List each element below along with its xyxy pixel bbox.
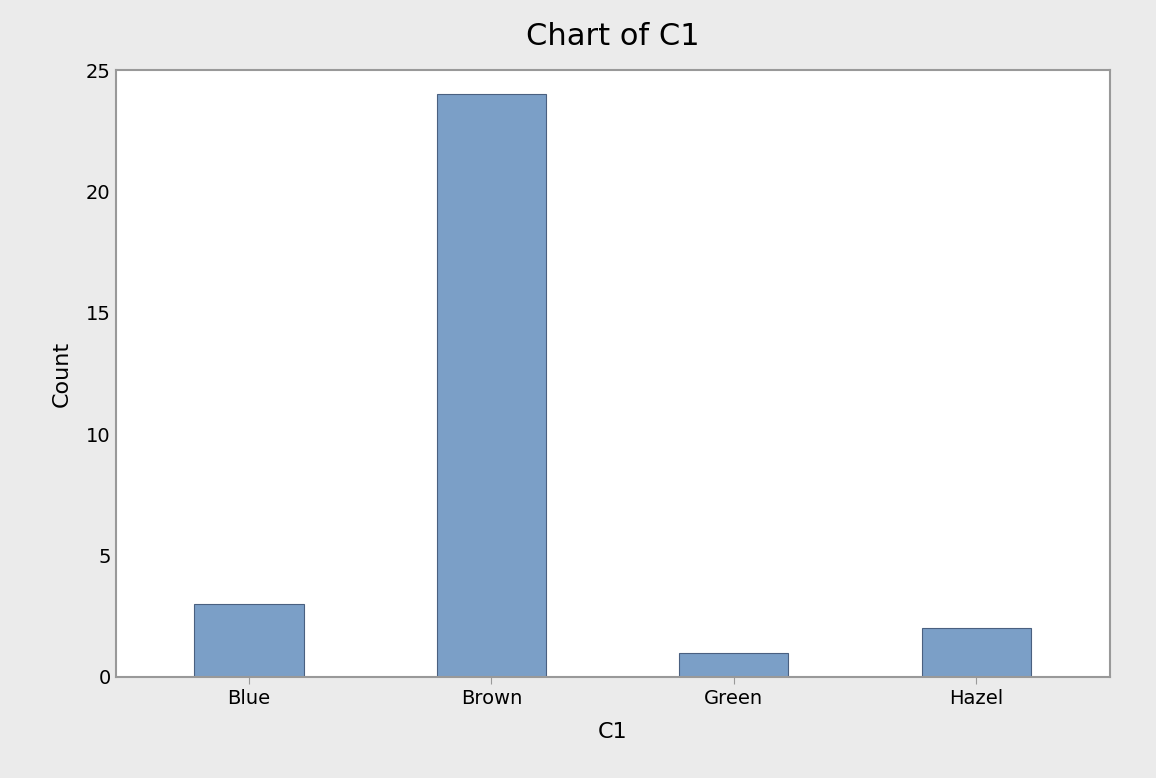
Y-axis label: Count: Count — [52, 341, 72, 406]
Bar — [437, 94, 546, 677]
Bar — [194, 604, 304, 677]
Bar — [921, 629, 1031, 677]
X-axis label: C1: C1 — [598, 721, 628, 741]
Title: Chart of C1: Chart of C1 — [526, 22, 699, 51]
Bar — [680, 653, 788, 677]
